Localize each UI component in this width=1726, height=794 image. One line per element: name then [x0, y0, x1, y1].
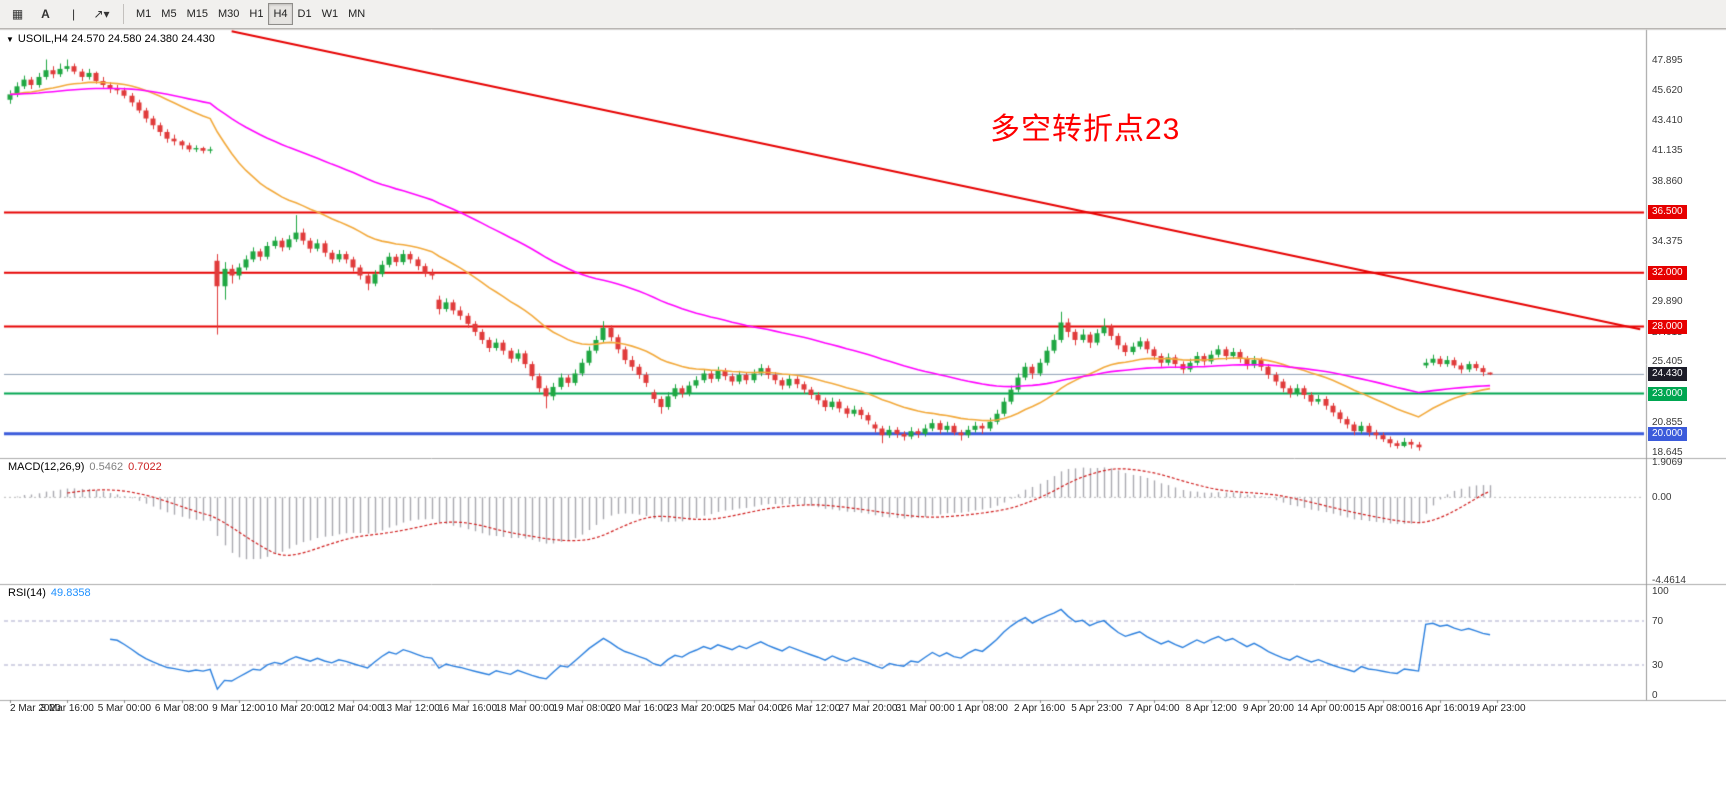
toolbar: ▦ A | ↗▾ M1 M5 M15 M30 H1 H4 D1 W1 MN	[0, 0, 1726, 29]
timeframe-button-m30[interactable]: M30	[217, 8, 240, 20]
timeframe-button-w1[interactable]: W1	[321, 8, 339, 20]
timeframe-button-h1[interactable]: H1	[249, 8, 264, 20]
vertical-line-tool-icon[interactable]: |	[71, 7, 76, 21]
toolbar-separator	[123, 4, 124, 24]
timeframe-group: M1 M5 M15 M30 H1 H4 D1 W1 MN	[131, 3, 370, 25]
timeframe-button-m15[interactable]: M15	[186, 8, 208, 20]
timeframe-button-mn[interactable]: MN	[348, 8, 366, 20]
timeframe-button-m5[interactable]: M5	[161, 8, 177, 20]
tile-windows-icon[interactable]: ▦	[11, 7, 24, 21]
timeframe-button-h4[interactable]: H4	[268, 3, 293, 25]
text-label-tool-icon[interactable]: A	[41, 7, 50, 21]
timeframe-button-d1[interactable]: D1	[297, 8, 312, 20]
tool-icons-group: ▦ A | ↗▾	[4, 2, 116, 26]
arrow-tools-dropdown-icon[interactable]: ↗▾	[93, 7, 110, 21]
timeframe-button-m1[interactable]: M1	[136, 8, 152, 20]
